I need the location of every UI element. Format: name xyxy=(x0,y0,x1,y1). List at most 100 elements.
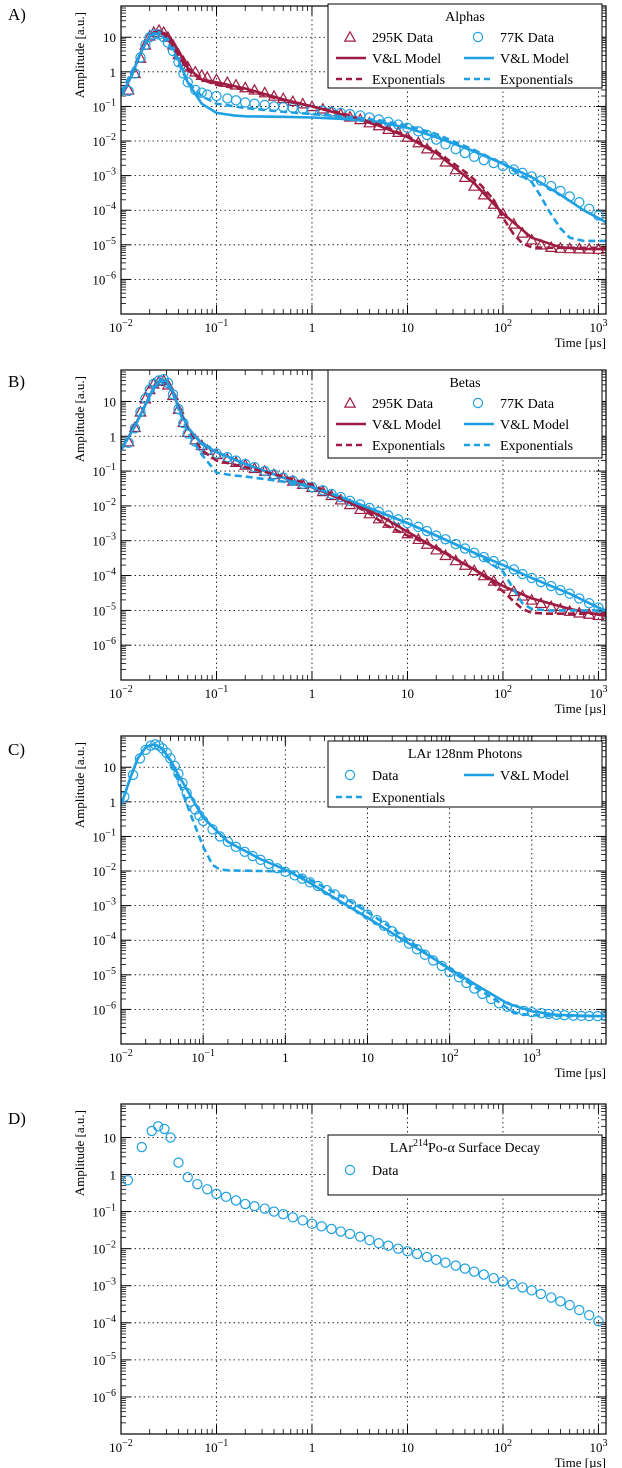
panel-c: C) 10−2 10−1 1 10 102 103 10−6 10−5 10−4 10−3 10−2 1… xyxy=(8,735,607,1080)
series-6-line xyxy=(121,379,606,612)
x-tick-label: 103 xyxy=(589,318,607,335)
x-tick-label: 103 xyxy=(589,1438,607,1455)
panel-label: A) xyxy=(8,5,26,24)
series-2-point xyxy=(182,77,193,88)
series-2-point xyxy=(211,90,222,102)
y-tick-label: 10 xyxy=(103,1130,116,1145)
x-tick-label: 10−1 xyxy=(205,1438,229,1455)
legend-box xyxy=(327,3,603,89)
legend-marker xyxy=(472,397,484,409)
y-tick-label: 10−1 xyxy=(92,462,116,479)
y-tick-label: 1 xyxy=(110,65,117,80)
series-1-point xyxy=(373,1238,384,1249)
series-5-line xyxy=(121,379,606,615)
legend: Betas 295K Data 77K Data V&L Model V&L Model… xyxy=(327,369,603,459)
series-2-point xyxy=(526,572,537,584)
series-2-point xyxy=(230,95,242,106)
series-2-point xyxy=(240,97,251,108)
series-1-point xyxy=(182,1171,193,1183)
series-2-point xyxy=(508,564,520,575)
series-2-point xyxy=(508,164,520,175)
x-tick-label: 1 xyxy=(309,686,316,701)
y-tick-label: 10−6 xyxy=(92,1388,116,1405)
series-group xyxy=(122,1121,604,1327)
y-axis-label: Amplitude [a.u.] xyxy=(72,12,87,98)
legend-marker xyxy=(343,396,357,408)
series-2-point xyxy=(421,525,433,537)
x-tick-label: 10−1 xyxy=(205,318,229,335)
series-1-point xyxy=(316,1221,327,1232)
series-1-point xyxy=(393,1243,404,1254)
series-1-point xyxy=(207,824,218,835)
y-tick-label: 10−3 xyxy=(92,167,116,184)
series-1-point xyxy=(469,1266,480,1277)
series-1-point xyxy=(159,1123,170,1135)
legend-title: LAr214Po-α Surface Decay xyxy=(390,1138,541,1156)
legend-entry-label: Exponentials xyxy=(500,439,573,454)
legend-entry-label: Data xyxy=(372,769,399,784)
legend: LAr 128nm Photons Data V&L Model Exponentia… xyxy=(327,740,603,808)
series-1-point xyxy=(220,1191,232,1203)
series-group xyxy=(121,23,606,254)
y-tick-label: 1 xyxy=(110,1168,117,1183)
series-2-point xyxy=(278,102,289,113)
series-1-point xyxy=(306,1218,318,1229)
series-1-point xyxy=(593,1316,604,1327)
y-tick-label: 10 xyxy=(103,30,116,45)
series-2-point xyxy=(450,538,461,550)
series-1-point xyxy=(534,238,548,250)
series-1-point xyxy=(152,1121,164,1132)
y-tick-label: 10−6 xyxy=(92,270,116,287)
series-1-point xyxy=(240,1198,251,1210)
panel-a: A) 10−2 10−1 1 10 102 103 10−6 10−5 10−4 10−3 10−2 1… xyxy=(8,3,607,350)
series-2-point xyxy=(564,588,575,599)
legend-marker xyxy=(344,769,356,781)
series-2-point xyxy=(431,530,442,541)
series-2-point xyxy=(140,39,151,51)
legend-entry-label: Data xyxy=(372,1164,399,1179)
series-1-point xyxy=(383,1240,394,1251)
x-tick-label: 103 xyxy=(523,1048,541,1065)
panel-d: D) 10−2 10−1 1 10 102 103 10−6 10−5 10−4 10−3 10−2 1… xyxy=(8,1103,607,1468)
y-tick-label: 10−1 xyxy=(92,1203,116,1220)
y-tick-label: 10−4 xyxy=(92,201,116,218)
legend-entry-label: 77K Data xyxy=(500,397,555,412)
series-6-line xyxy=(121,31,606,243)
series-1-point xyxy=(214,831,226,842)
series-1-point xyxy=(545,1292,557,1303)
series-2-point xyxy=(535,576,547,588)
y-tick-label: 10 xyxy=(103,394,116,409)
grid xyxy=(120,6,606,314)
y-tick-label: 10−2 xyxy=(92,1240,116,1257)
series-1-point xyxy=(364,1234,375,1246)
series-1-point xyxy=(249,1200,260,1212)
y-tick-label: 10−1 xyxy=(92,97,116,114)
series-2-point xyxy=(249,98,260,109)
series-1-point xyxy=(421,1251,433,1263)
y-axis-label: Amplitude [a.u.] xyxy=(72,376,87,462)
plot-frame xyxy=(120,1103,607,1435)
y-tick-label: 10−5 xyxy=(92,1351,116,1368)
panel-b: B) 10−2 10−1 1 10 102 103 10−6 10−5 10−4 10−3 10−2 1… xyxy=(8,369,607,716)
series-1-point xyxy=(297,1215,308,1226)
series-1-point xyxy=(526,1285,537,1296)
legend-entry-label: 295K Data xyxy=(372,397,434,412)
legend: LAr214Po-α Surface Decay Data xyxy=(327,1134,603,1196)
series-1-point xyxy=(122,1175,134,1186)
series-1-point xyxy=(431,1254,442,1266)
series-2-point xyxy=(393,514,404,525)
series-2-point xyxy=(574,593,585,604)
series-2-point xyxy=(545,580,557,592)
series-2-point xyxy=(459,543,471,554)
x-tick-label: 10−2 xyxy=(109,318,133,335)
series-2-point xyxy=(287,102,299,114)
legend: Alphas 295K Data 77K Data V&L Model V&L Mode… xyxy=(327,3,603,89)
series-group xyxy=(121,373,606,621)
x-tick-label: 102 xyxy=(494,1438,512,1455)
series-1-point xyxy=(402,1246,413,1257)
y-axis-label: Amplitude [a.u.] xyxy=(72,742,87,828)
series-1-point xyxy=(122,83,135,95)
series-2-point xyxy=(497,559,509,571)
plot-frame xyxy=(120,735,607,1045)
